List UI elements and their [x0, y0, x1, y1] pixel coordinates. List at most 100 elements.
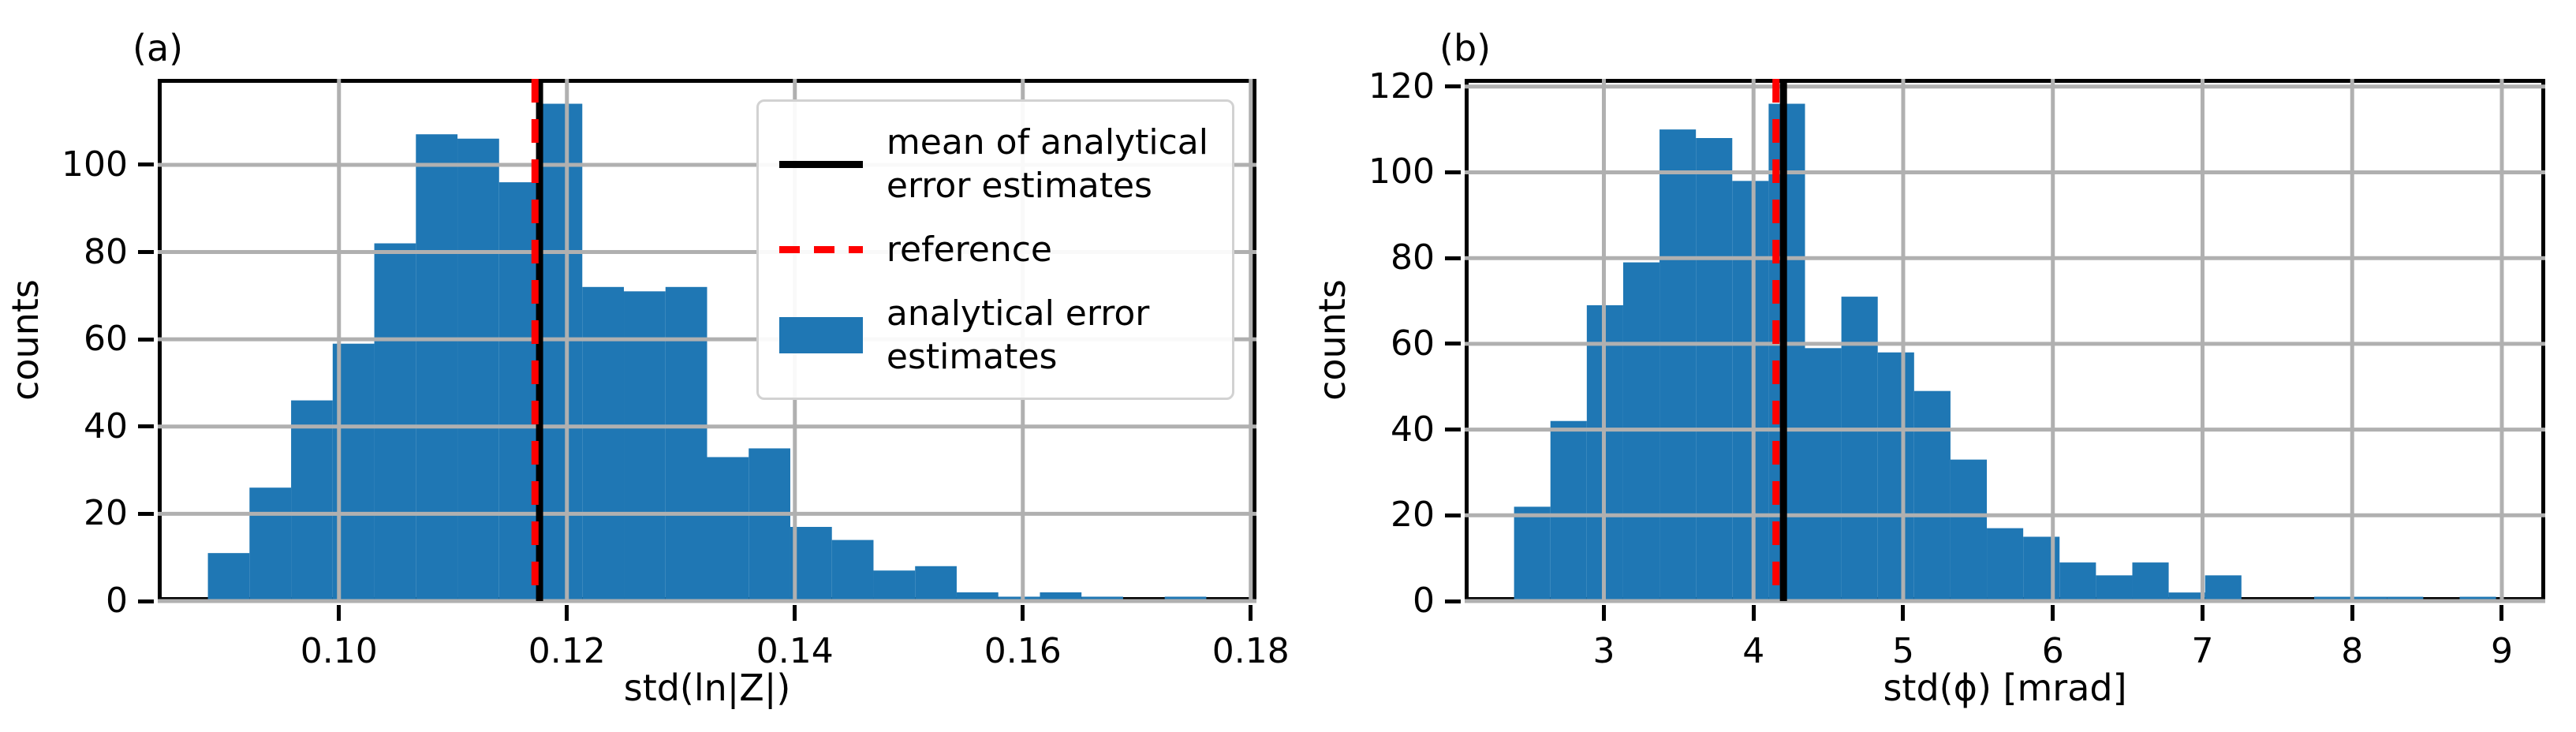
y-tick-label: 0 — [1413, 581, 1435, 621]
x-tick-mark — [2200, 605, 2205, 621]
y-tick-label: 0 — [106, 581, 128, 621]
y-tick-mark — [1445, 513, 1461, 517]
y-tick-mark — [1445, 84, 1461, 89]
histogram-bar — [1913, 390, 1951, 601]
x-tick-label: 0.12 — [528, 631, 606, 671]
histogram-bar — [790, 526, 832, 601]
legend-label: analytical error estimates — [886, 293, 1150, 377]
blue-patch-icon — [778, 317, 863, 353]
histogram-bar — [1550, 420, 1587, 601]
y-tick-mark — [1445, 342, 1461, 346]
histogram-bar — [1805, 348, 1842, 601]
x-tick-mark — [1021, 605, 1025, 621]
histogram-bar — [1514, 506, 1551, 601]
histogram-bar — [1659, 129, 1697, 601]
x-tick-mark — [1249, 605, 1253, 621]
histogram-bar — [1732, 181, 1769, 601]
y-tick-mark — [138, 337, 154, 342]
x-tick-label: 5 — [1891, 631, 1914, 671]
histogram-bar — [665, 286, 707, 601]
x-axis-label-b: std(ϕ) [mrad] — [1883, 667, 2127, 709]
x-tick-label: 0.16 — [984, 631, 1062, 671]
histogram-bar — [1950, 459, 1988, 601]
y-tick-label: 60 — [1391, 323, 1435, 364]
y-tick-label: 120 — [1368, 65, 1435, 106]
x-tick-label: 9 — [2490, 631, 2513, 671]
histogram-bar — [2168, 592, 2205, 601]
y-tick-label: 100 — [62, 144, 128, 185]
histogram-a — [158, 79, 1256, 603]
histogram-bar — [2059, 562, 2096, 601]
histogram-bar — [582, 286, 625, 601]
x-tick-label: 0.10 — [300, 631, 378, 671]
histogram-bar — [2096, 575, 2133, 601]
histogram-bar — [1841, 297, 1878, 601]
y-tick-mark — [1445, 428, 1461, 432]
histogram-bar — [374, 243, 416, 601]
histogram-bar — [624, 291, 666, 601]
histogram-bar — [291, 400, 333, 601]
histogram-bar — [2314, 596, 2351, 601]
y-axis-label-b: counts — [1311, 279, 1353, 401]
y-axis-label-a: counts — [4, 279, 47, 401]
x-tick-label: 4 — [1742, 631, 1765, 671]
y-tick-label: 80 — [84, 231, 128, 272]
histogram-bar — [2132, 562, 2169, 601]
x-tick-mark — [2499, 605, 2504, 621]
y-tick-mark — [1445, 256, 1461, 260]
y-tick-mark — [138, 162, 154, 167]
histogram-bar — [2350, 596, 2387, 601]
x-tick-mark — [2350, 605, 2354, 621]
red-dashed-line-icon — [778, 246, 863, 253]
histogram-bar — [249, 487, 292, 601]
y-tick-mark — [138, 250, 154, 255]
y-tick-mark — [138, 424, 154, 429]
x-tick-label: 3 — [1592, 631, 1615, 671]
histogram-bar — [1877, 352, 1914, 601]
legend-entry-mean: mean of analytical error estimates — [778, 121, 1208, 207]
histogram-bar — [998, 596, 1040, 601]
histogram-bar — [1164, 596, 1207, 601]
panel-a-label: (a) — [133, 27, 184, 69]
x-axis-label-a: std(ln|Z|) — [623, 667, 791, 709]
histogram-bar — [915, 566, 957, 601]
y-tick-mark — [1445, 599, 1461, 603]
x-tick-mark — [793, 605, 797, 621]
black-line-icon — [778, 160, 863, 168]
histogram-bar — [1696, 138, 1733, 601]
histogram-bar — [1081, 596, 1123, 601]
x-tick-mark — [2051, 605, 2055, 621]
histogram-bar — [956, 592, 999, 601]
x-tick-mark — [1601, 605, 1606, 621]
histogram-bar — [416, 134, 458, 602]
legend-label: reference — [886, 230, 1052, 270]
panel-b-label: (b) — [1439, 27, 1491, 69]
x-tick-label: 8 — [2341, 631, 2364, 671]
x-tick-label: 0.14 — [756, 631, 834, 671]
histogram-bar — [1040, 592, 1082, 601]
histogram-bar — [2459, 596, 2496, 601]
subplot-b: (b) std(ϕ) [mrad] counts 3 4 5 6 7 8 9 0 20 40 60 8… — [1311, 30, 2545, 709]
histogram-bar — [540, 103, 583, 601]
histogram-bar — [457, 138, 499, 601]
histogram-bar — [749, 448, 790, 601]
y-tick-label: 80 — [1391, 237, 1435, 278]
x-tick-label: 7 — [2191, 631, 2214, 671]
legend-entry-reference: reference — [778, 228, 1208, 271]
legend-entry-estimates: analytical error estimates — [778, 292, 1208, 379]
histogram-bar — [2387, 596, 2424, 601]
y-tick-label: 40 — [1391, 409, 1435, 450]
legend: mean of analytical error estimates refer… — [756, 99, 1234, 400]
histogram-bar — [831, 540, 874, 601]
x-tick-label: 0.18 — [1211, 631, 1290, 671]
y-tick-label: 40 — [84, 405, 128, 446]
histogram-bar — [2205, 575, 2242, 601]
histogram-bar — [207, 553, 250, 601]
y-tick-label: 60 — [84, 319, 128, 360]
histogram-b — [1465, 79, 2545, 603]
y-tick-label: 20 — [1391, 495, 1435, 536]
y-tick-mark — [138, 599, 154, 603]
subplot-a: (a) std(ln|Z|) counts mean of analytical… — [4, 30, 1290, 709]
y-tick-mark — [138, 511, 154, 516]
